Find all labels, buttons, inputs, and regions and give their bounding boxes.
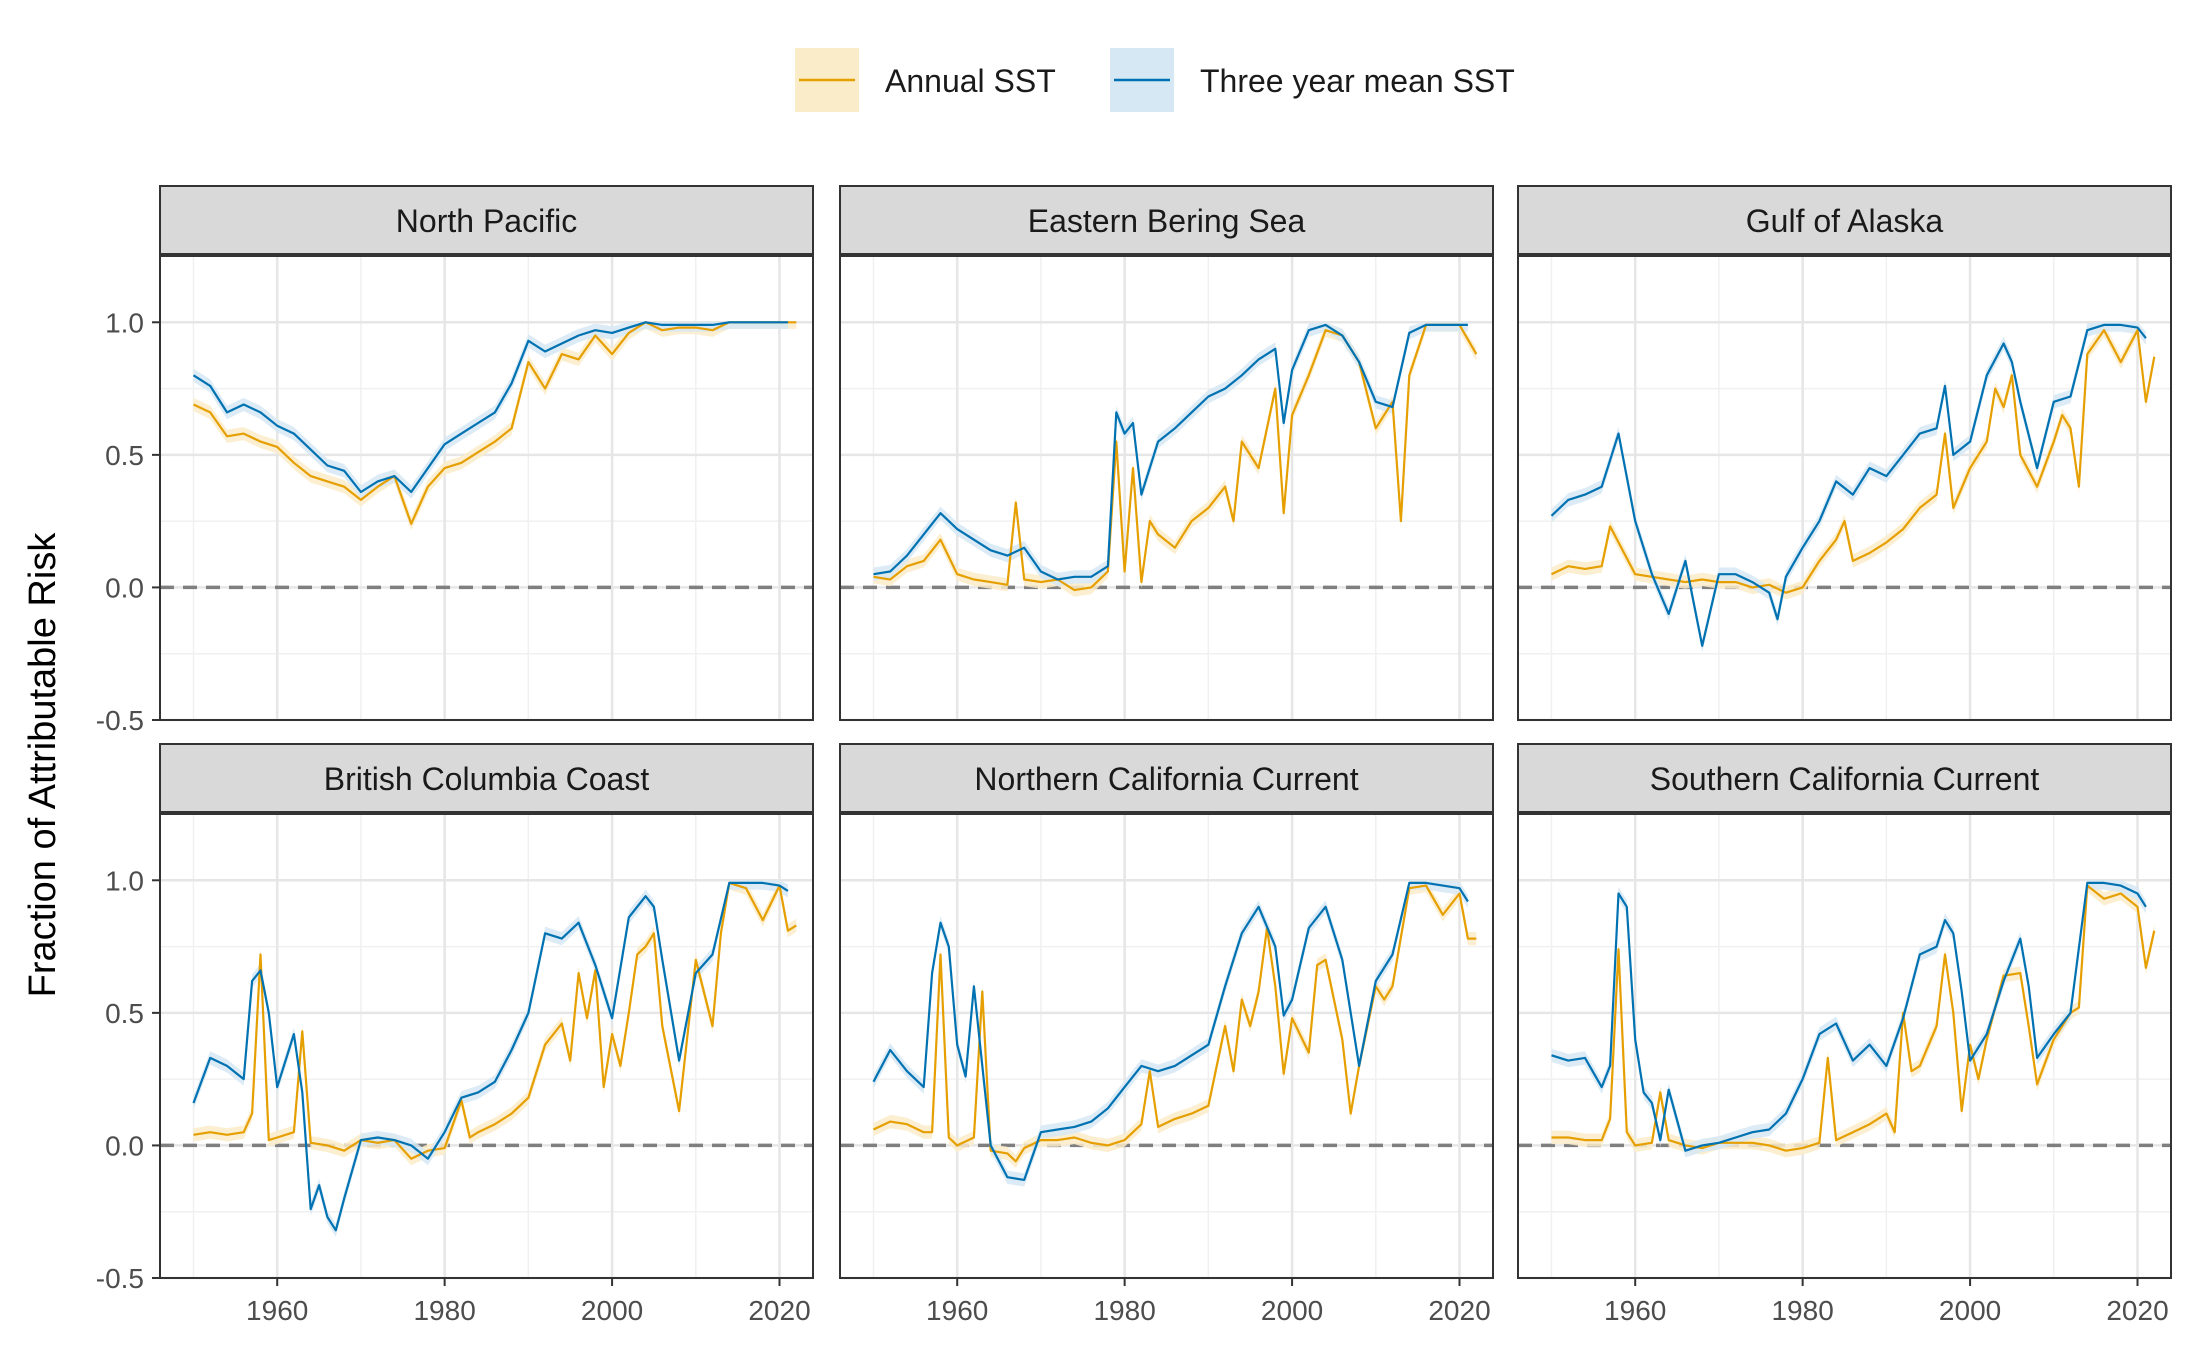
series-line-three-year-mean-sst [873, 323, 1468, 581]
panel-border [159, 813, 814, 1279]
series-line-three-year-mean-sst [1550, 323, 2147, 647]
plot-background [160, 814, 813, 1278]
panel-title: British Columbia Coast [324, 761, 650, 797]
plot-background [840, 256, 1493, 720]
legend-label: Annual SST [885, 63, 1056, 99]
x-tick-label: 1960 [1604, 1295, 1666, 1326]
series-line-three-year-mean-sst [192, 321, 788, 494]
plot-background [840, 814, 1493, 1278]
ribbon-annual-sst [193, 880, 797, 1166]
series-line-three-year-mean-sst [872, 881, 1469, 1182]
legend: Annual SST Three year mean SST [795, 48, 1515, 112]
x-tick-label: 2000 [581, 1295, 643, 1326]
panel-title: Northern California Current [974, 761, 1358, 797]
panel-border [1517, 255, 2172, 721]
panel-northern-california-current: Northern California Current 1960 1980 2000 2… [839, 743, 1494, 1326]
legend-label: Three year mean SST [1200, 63, 1515, 99]
ribbon-three-year-mean-sst [1551, 322, 2146, 653]
series-line-annual-sst [193, 321, 797, 525]
y-tick-label: -0.5 [96, 705, 144, 736]
y-tick-label: 0.0 [105, 1130, 144, 1161]
ribbon-annual-sst [873, 322, 1477, 597]
panel-strip [839, 185, 1494, 255]
panel-title: Gulf of Alaska [1746, 203, 1944, 239]
panel-title: Southern California Current [1650, 761, 2040, 797]
panel-border [1517, 813, 2172, 1279]
legend-entry-annual-sst: Annual SST [795, 48, 1056, 112]
y-tick-label: -0.5 [96, 1263, 144, 1294]
x-tick-label: 1960 [246, 1295, 308, 1326]
y-tick-label: 1.0 [105, 865, 144, 896]
series-line-annual-sst [873, 323, 1478, 592]
panel-strip [1517, 185, 2172, 255]
series-line-annual-sst [1551, 884, 2156, 1152]
series-line-annual-sst [193, 881, 797, 1160]
x-tick-label: 2000 [1939, 1295, 2001, 1326]
panel-strip [839, 743, 1494, 813]
y-axis-label: Fraction of Attributable Risk [22, 532, 64, 998]
x-tick-label: 2020 [748, 1295, 810, 1326]
legend-entry-three-year-mean-sst: Three year mean SST [1110, 48, 1515, 112]
panel-border [839, 813, 1494, 1279]
x-tick-label: 1960 [926, 1295, 988, 1326]
panel-eastern-bering-sea: Eastern Bering Sea [839, 185, 1494, 722]
y-tick-label: 0.5 [105, 998, 144, 1029]
panel-border [839, 255, 1494, 721]
x-tick-label: 1980 [413, 1295, 475, 1326]
y-tick-label: 0.5 [105, 440, 144, 471]
x-tick-label: 1980 [1093, 1295, 1155, 1326]
ribbon-three-year-mean-sst [193, 322, 788, 499]
panel-strip [159, 743, 814, 813]
panel-north-pacific: North Pacific -0.5 0.0 0.5 1.0 [96, 185, 814, 736]
panel-strip [159, 185, 814, 255]
y-tick-label: 1.0 [105, 307, 144, 338]
series-line-annual-sst [1551, 329, 2156, 594]
panel-title: North Pacific [396, 203, 577, 239]
panel-gulf-of-alaska: Gulf of Alaska [1517, 185, 2172, 722]
panel-title: Eastern Bering Sea [1028, 203, 1306, 239]
panels: North Pacific -0.5 0.0 0.5 1.0 Eastern Bering… [96, 185, 2172, 1326]
x-tick-label: 1980 [1771, 1295, 1833, 1326]
panel-british-columbia-coast: British Columbia Coast -0.5 0.0 0.5 1.0 1960 1… [96, 743, 814, 1326]
panel-southern-california-current: Southern California Current 1960 1980 2000 2… [1517, 743, 2172, 1326]
series-line-three-year-mean-sst [192, 881, 789, 1232]
x-tick-label: 2020 [2106, 1295, 2168, 1326]
panel-strip [1517, 743, 2172, 813]
y-tick-label: 0.0 [105, 572, 144, 603]
panel-border [159, 255, 814, 721]
series-line-three-year-mean-sst [1551, 881, 2147, 1152]
x-tick-label: 2000 [1261, 1295, 1323, 1326]
x-tick-label: 2020 [1428, 1295, 1490, 1326]
